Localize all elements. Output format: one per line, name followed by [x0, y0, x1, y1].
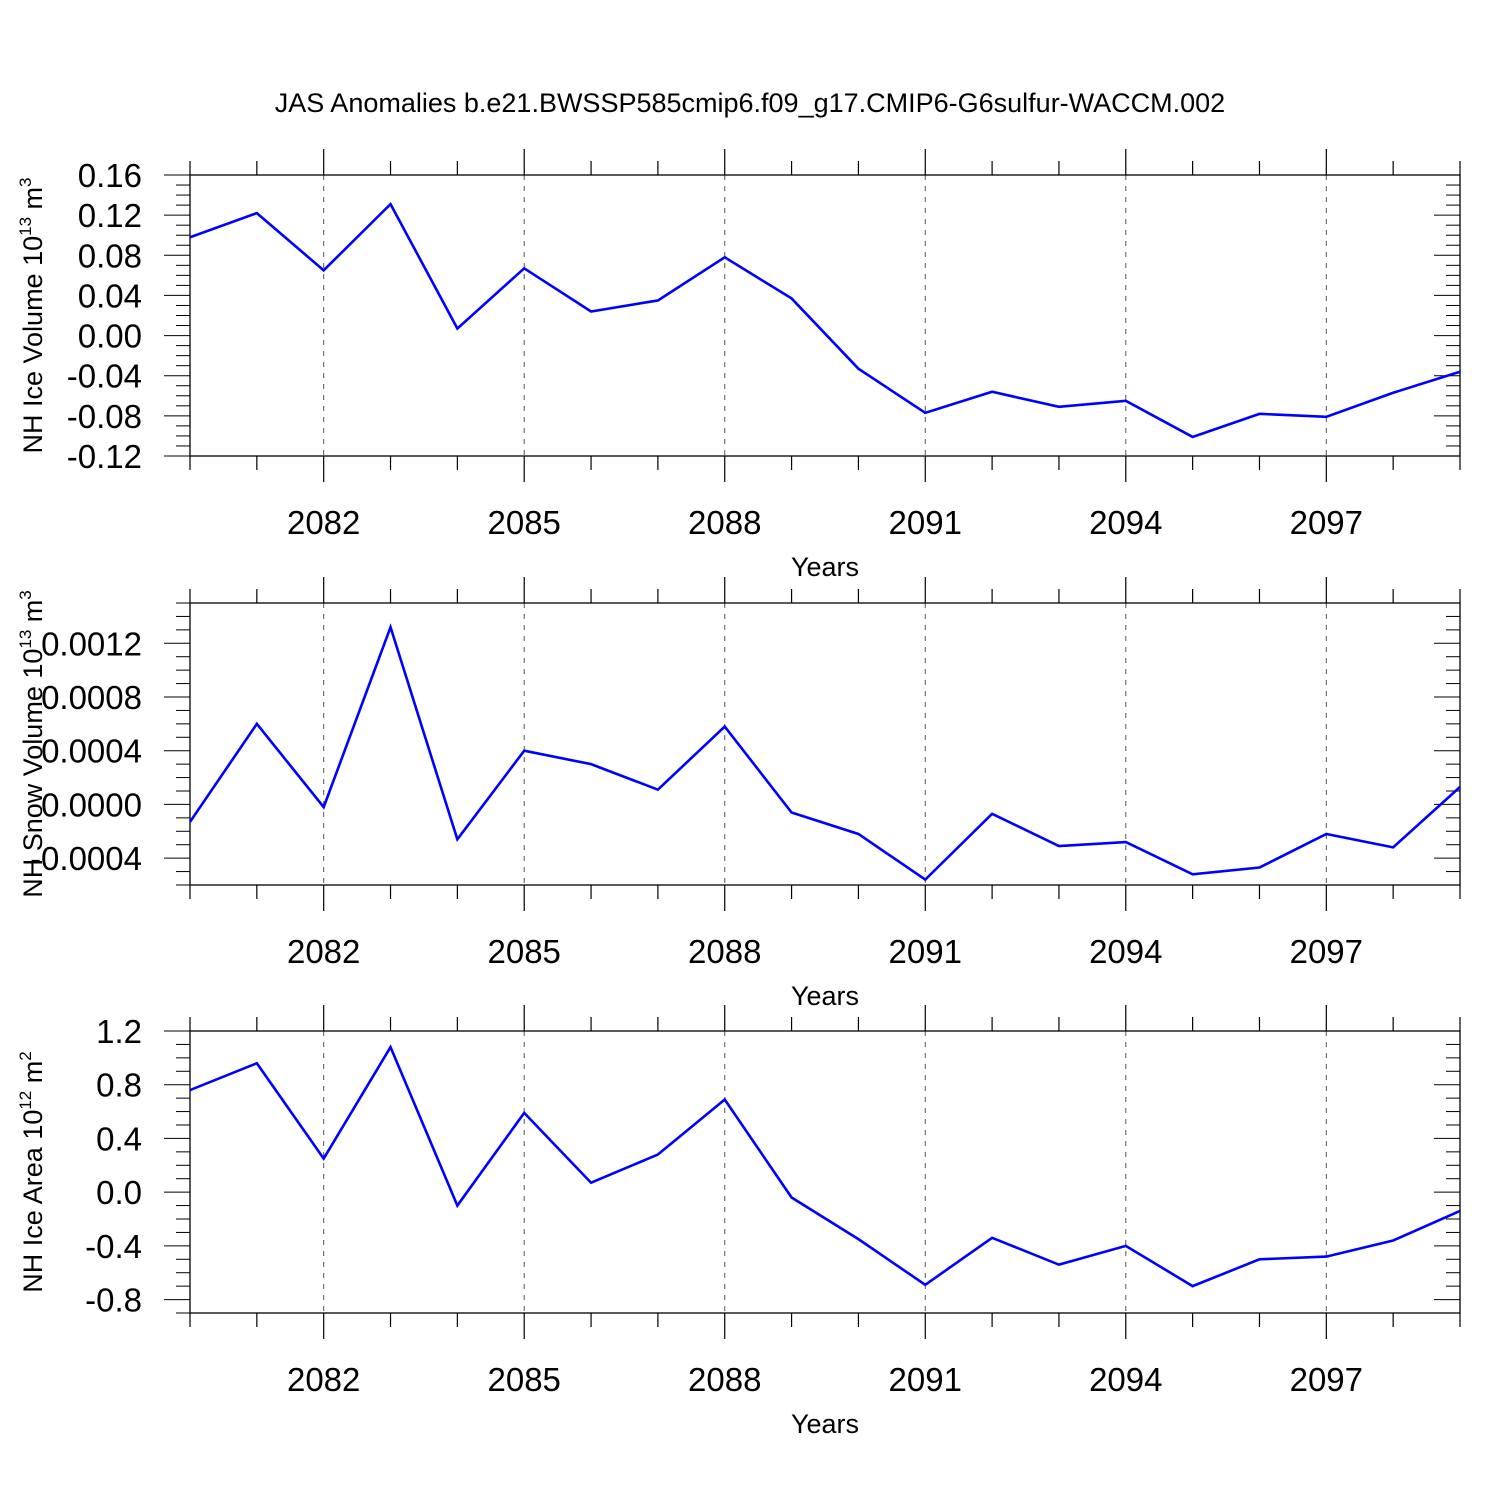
- ice-area-panel: -0.8 -0.4 0.0 0.4 0.8 1.2 2082 2085 2088 2091 2094…: [16, 1005, 1460, 1439]
- ice-volume-xtick-label-2085: 2085: [487, 504, 560, 541]
- snow-volume-x-axis-label: Years: [791, 981, 859, 1011]
- ice-area-y-axis-label-unit-exp: 2: [16, 1051, 35, 1060]
- ice-volume-series-line-0: [190, 204, 1460, 437]
- ice-area-series-line-0: [190, 1047, 1460, 1286]
- ice-volume-x-ticks: [190, 149, 1460, 482]
- ice-area-x-ticks: [190, 1005, 1460, 1339]
- ice-area-xtick-label-2085: 2085: [487, 1361, 560, 1398]
- panels: -0.12-0.08-0.040.00 0.040.080.120.16 2082 2…: [16, 149, 1460, 1439]
- ice-area-y-axis-label-exp: 12: [16, 1091, 35, 1110]
- ice-volume-y-axis-label: NH Ice Volume 1013 m3: [16, 178, 48, 454]
- ice-area-xtick-label-2091: 2091: [889, 1361, 962, 1398]
- ice-area-xtick-label-2097: 2097: [1290, 1361, 1363, 1398]
- ice-area-xtick-label-2094: 2094: [1089, 1361, 1162, 1398]
- snow-volume-y-axis-label-text: NH Snow Volume 10: [18, 649, 48, 898]
- ice-volume-y-axis-label-unit: m: [18, 187, 48, 217]
- snow-volume-xtick-label-2082: 2082: [287, 933, 360, 970]
- snow-volume-xtick-label-2094: 2094: [1089, 933, 1162, 970]
- snow-volume-xtick-label-2088: 2088: [688, 933, 761, 970]
- snow-volume-ytick-label-2: 0.0004: [41, 733, 142, 770]
- ice-area-ytick-label-4: 0.8: [96, 1067, 142, 1104]
- ice-volume-y-axis-label-exp: 13: [16, 217, 35, 236]
- ice-volume-xtick-label-2088: 2088: [688, 504, 761, 541]
- ice-volume-x-axis-label: Years: [791, 552, 859, 582]
- ice-volume-y-axis-label-text: NH Ice Volume 10: [18, 236, 48, 454]
- ice-area-xtick-label-2082: 2082: [287, 1361, 360, 1398]
- snow-volume-y-axis-label-unit-exp: 3: [16, 590, 35, 599]
- ice-volume-ytick-label-3: 0.00: [78, 318, 142, 355]
- ice-area-frame: [190, 1031, 1460, 1313]
- ice-volume-ytick-label-2: -0.04: [67, 358, 142, 395]
- ice-area-ytick-label-3: 0.4: [96, 1120, 142, 1157]
- snow-volume-y-axis-label-unit: m: [18, 600, 48, 630]
- figure-title: JAS Anomalies b.e21.BWSSP585cmip6.f09_g1…: [275, 88, 1225, 118]
- ice-area-y-axis-label: NH Ice Area 1012 m2: [16, 1051, 48, 1292]
- ice-area-y-ticks: [164, 1031, 1460, 1313]
- ice-volume-ytick-label-7: 0.16: [78, 157, 142, 194]
- snow-volume-xtick-label-2091: 2091: [889, 933, 962, 970]
- snow-volume-ytick-label-3: 0.0008: [41, 679, 142, 716]
- snow-volume-xtick-label-2085: 2085: [487, 933, 560, 970]
- snow-volume-y-axis-label-exp: 13: [16, 630, 35, 649]
- ice-volume-xtick-label-2097: 2097: [1290, 504, 1363, 541]
- ice-area-xtick-label-2088: 2088: [688, 1361, 761, 1398]
- ice-volume-ytick-label-1: -0.08: [67, 398, 142, 435]
- snow-volume-xtick-label-2097: 2097: [1290, 933, 1363, 970]
- snow-volume-series-line-0: [190, 627, 1460, 879]
- ice-volume-ytick-label-4: 0.04: [78, 277, 142, 314]
- ice-area-x-axis-label: Years: [791, 1409, 859, 1439]
- ice-area-y-axis-label-text: NH Ice Area 10: [18, 1110, 48, 1293]
- ice-area-ytick-label-1: -0.4: [85, 1228, 142, 1265]
- ice-area-y-axis-label-unit: m: [18, 1061, 48, 1091]
- ice-volume-y-axis-label-unit-exp: 3: [16, 178, 35, 187]
- ice-volume-xtick-label-2091: 2091: [889, 504, 962, 541]
- ice-volume-panel: -0.12-0.08-0.040.00 0.040.080.120.16 2082 2…: [16, 149, 1460, 582]
- ice-volume-ytick-label-6: 0.12: [78, 197, 142, 234]
- snow-volume-frame: [190, 603, 1460, 885]
- ice-volume-ytick-label-0: -0.12: [67, 438, 142, 475]
- ice-volume-xtick-label-2094: 2094: [1089, 504, 1162, 541]
- snow-volume-ytick-label-4: 0.0012: [41, 625, 142, 662]
- snow-volume-y-ticks: [164, 603, 1460, 885]
- snow-volume-x-ticks: [190, 577, 1460, 911]
- ice-volume-xtick-label-2082: 2082: [287, 504, 360, 541]
- snow-volume-ytick-label-1: 0.0000: [41, 786, 142, 823]
- ice-area-ytick-label-2: 0.0: [96, 1174, 142, 1211]
- ice-area-ytick-label-0: -0.8: [85, 1282, 142, 1319]
- ice-volume-ytick-label-5: 0.08: [78, 237, 142, 274]
- ice-area-ytick-label-5: 1.2: [96, 1013, 142, 1050]
